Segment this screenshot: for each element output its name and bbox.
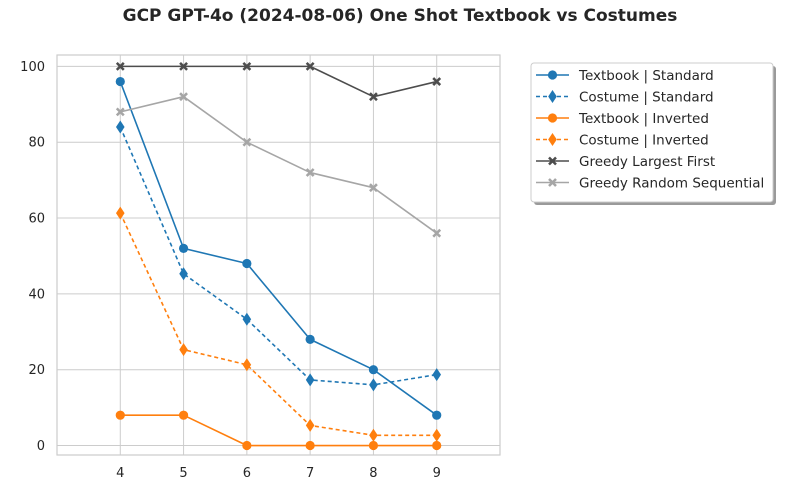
legend-label: Greedy Random Sequential (579, 176, 764, 192)
y-tick-label: 80 (28, 136, 45, 151)
legend-marker (548, 90, 557, 103)
series-4 (115, 206, 442, 442)
legend: Textbook | Standard Costume | Standard Tex… (530, 62, 776, 205)
y-tick-label: 20 (28, 363, 45, 378)
series-6 (115, 92, 442, 238)
data-point (369, 183, 378, 193)
x-tick-label: 8 (369, 466, 377, 481)
data-point (242, 258, 252, 269)
series-group (115, 61, 442, 451)
data-point (179, 267, 188, 281)
legend-label: Textbook | Inverted (578, 111, 709, 127)
data-point (115, 410, 125, 420)
data-point (432, 428, 442, 442)
data-point (179, 343, 188, 357)
data-point (115, 76, 125, 87)
legend-box (530, 62, 774, 203)
legend-marker (547, 113, 558, 123)
series-line (120, 414, 437, 447)
data-point (305, 168, 315, 177)
x-tick-label: 9 (433, 466, 441, 481)
x-tick-label: 5 (179, 466, 187, 481)
data-point (115, 61, 125, 71)
series-2 (115, 120, 442, 392)
series-3 (115, 410, 442, 451)
legend-label: Costume | Inverted (579, 133, 709, 149)
data-point (178, 410, 189, 420)
x-tick-label: 4 (116, 466, 124, 481)
data-point (242, 137, 252, 147)
series-5 (115, 61, 442, 102)
data-point (305, 418, 315, 432)
y-tick-label: 0 (37, 439, 45, 454)
data-point (115, 206, 125, 220)
data-point (305, 61, 315, 71)
data-point (115, 120, 125, 134)
x-tick-label: 7 (306, 466, 314, 481)
data-point (432, 228, 442, 238)
y-tick-label: 100 (20, 60, 45, 75)
plot-frame (56, 54, 501, 456)
series-line (120, 65, 437, 98)
data-point (368, 440, 379, 451)
data-point (369, 378, 378, 392)
x-tick-label: 6 (243, 466, 251, 481)
data-point (368, 365, 379, 375)
legend-marker (548, 156, 557, 166)
legend-label: Greedy Largest First (579, 154, 715, 170)
data-point (369, 92, 378, 102)
data-point (305, 334, 315, 344)
data-point (179, 92, 188, 102)
series-line (120, 95, 438, 234)
data-point (432, 77, 442, 86)
chart-title: GCP GPT-4o (2024-08-06) One Shot Textboo… (122, 6, 678, 26)
data-point (115, 107, 125, 117)
legend-marker (548, 133, 557, 146)
data-point (242, 312, 252, 326)
data-point (178, 243, 189, 253)
series-line (119, 212, 437, 437)
data-point (432, 440, 442, 451)
data-point (432, 410, 442, 420)
data-point (305, 373, 315, 387)
data-point (305, 440, 315, 451)
y-tick-label: 40 (28, 287, 45, 302)
data-point (242, 440, 252, 451)
data-point (242, 61, 252, 71)
legend-marker (548, 178, 557, 187)
y-tick-label: 60 (28, 212, 45, 227)
legend-marker (547, 70, 558, 80)
legend-label: Textbook | Standard (578, 68, 714, 84)
data-point (179, 61, 188, 71)
series-1 (115, 76, 442, 420)
series-line (119, 126, 437, 386)
series-line (119, 81, 438, 416)
data-point (432, 368, 442, 382)
legend-label: Costume | Standard (579, 90, 714, 106)
data-point (369, 428, 378, 442)
tick-labels: 4 5 6 7 8 9 0 20 40 60 80 100 (20, 60, 441, 481)
data-point (242, 358, 252, 372)
plot-border (56, 54, 501, 456)
